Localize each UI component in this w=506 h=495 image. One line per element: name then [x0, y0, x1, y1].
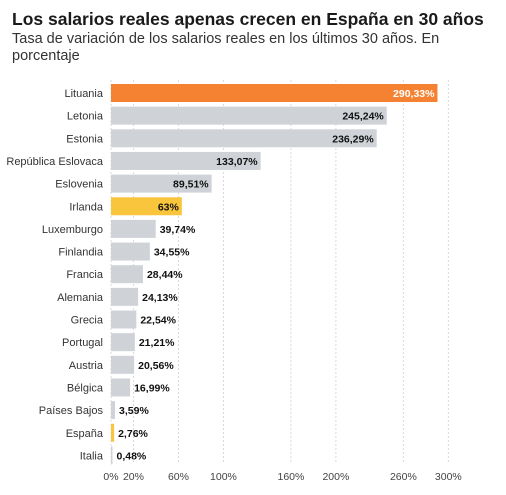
value-label: 290,33% — [393, 88, 435, 100]
bar — [111, 378, 131, 397]
category-label: Francia — [66, 269, 104, 281]
x-tick-label: 60% — [168, 471, 189, 483]
category-label: Alemania — [57, 292, 104, 304]
bar — [111, 219, 156, 238]
value-label: 133,07% — [216, 156, 258, 168]
category-label: Estonia — [66, 133, 104, 145]
category-label: Países Bajos — [39, 405, 104, 417]
bar — [111, 401, 116, 420]
bar — [111, 310, 137, 329]
category-label: Eslovenia — [55, 179, 104, 191]
x-tick-label: 0% — [103, 471, 118, 483]
category-label: Letonia — [67, 111, 104, 123]
bar — [111, 242, 150, 261]
category-label: Irlanda — [69, 201, 104, 213]
category-label: Italia — [80, 450, 104, 462]
value-label: 245,24% — [342, 111, 384, 123]
category-label: Austria — [69, 360, 104, 372]
x-tick-label: 200% — [322, 471, 349, 483]
chart-subtitle: Tasa de variación de los salarios reales… — [12, 31, 440, 64]
bar — [111, 423, 115, 442]
value-label: 21,21% — [139, 337, 175, 349]
category-label: República Eslovaca — [6, 156, 103, 168]
category-label: Portugal — [62, 337, 103, 349]
bar — [111, 446, 113, 465]
bar — [111, 106, 387, 125]
x-tick-label: 100% — [210, 471, 237, 483]
category-label: Luxemburgo — [42, 224, 103, 236]
bar-layer — [111, 84, 438, 465]
bar — [111, 84, 438, 102]
x-tick-label: 260% — [390, 471, 417, 483]
chart-title: Los salarios reales apenas crecen en Esp… — [12, 9, 484, 29]
value-label: 0,48% — [117, 450, 147, 462]
bar — [111, 287, 139, 306]
bar — [111, 197, 182, 216]
value-label: 39,74% — [160, 224, 196, 236]
value-label: 20,56% — [138, 360, 174, 372]
bar — [111, 355, 135, 374]
category-label: Grecia — [71, 315, 104, 327]
value-label: 236,29% — [332, 133, 374, 145]
bar — [111, 174, 212, 193]
category-label: Finlandia — [58, 247, 104, 259]
bar — [111, 151, 261, 170]
value-label: 89,51% — [173, 179, 209, 191]
value-label: 63% — [158, 201, 180, 213]
bar — [111, 265, 143, 284]
category-label: Lituania — [64, 88, 103, 100]
value-label: 2,76% — [118, 428, 148, 440]
bar — [111, 129, 377, 148]
value-label: 24,13% — [142, 292, 178, 304]
x-tick-label: 300% — [435, 471, 462, 483]
x-tick-label: 160% — [277, 471, 304, 483]
value-label: 28,44% — [147, 269, 183, 281]
bar — [111, 333, 135, 352]
category-label: Bélgica — [67, 382, 104, 394]
value-label: 16,99% — [134, 382, 170, 394]
value-label: 34,55% — [154, 247, 190, 259]
category-label: España — [66, 428, 104, 440]
label-layer: Lituania 290,33% Letonia 245,24% Estonia 236,… — [6, 88, 435, 462]
value-label: 3,59% — [119, 405, 149, 417]
x-tick-label: 20% — [123, 471, 144, 483]
value-label: 22,54% — [140, 315, 176, 327]
x-axis: 0% 20% 60% 100% 160% 200% 260% 300% — [103, 471, 461, 483]
